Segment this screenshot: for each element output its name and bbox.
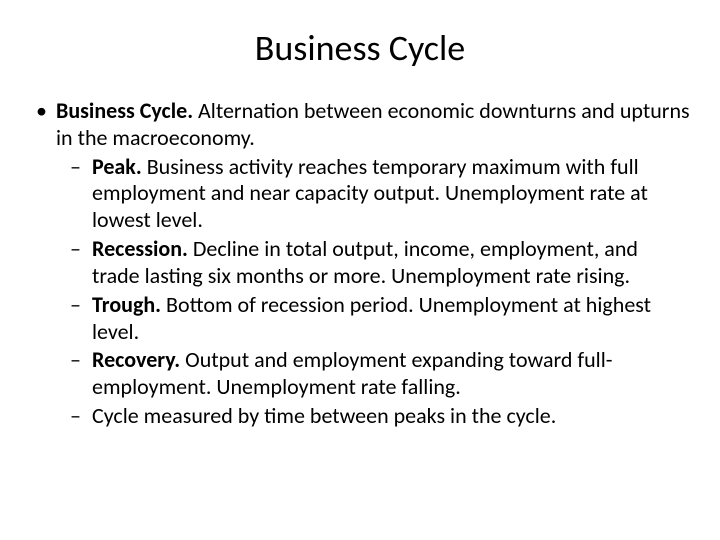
sub-bullet-item: Recession. Decline in total output, inco… (92, 236, 690, 290)
bullet-item: Business Cycle. Alternation between econ… (56, 98, 690, 430)
sub-bullet-text: Cycle measured by time between peaks in … (92, 402, 556, 429)
sub-bullet-text: Business activity reaches temporary maxi… (92, 153, 648, 234)
sub-bullet-term: Recession. (92, 235, 188, 262)
sub-bullet-item: Recovery. Output and employment expandin… (92, 347, 690, 401)
bullet-list-level1: Business Cycle. Alternation between econ… (30, 98, 690, 430)
slide: Business Cycle Business Cycle. Alternati… (0, 0, 720, 540)
sub-bullet-item: Trough. Bottom of recession period. Unem… (92, 292, 690, 346)
sub-bullet-text: Bottom of recession period. Unemployment… (92, 291, 651, 345)
sub-bullet-item: Peak. Business activity reaches temporar… (92, 154, 690, 234)
bullet-term: Business Cycle. (56, 97, 193, 124)
bullet-list-level2: Peak. Business activity reaches temporar… (56, 154, 690, 430)
sub-bullet-term: Peak. (92, 153, 142, 180)
sub-bullet-item: Cycle measured by time between peaks in … (92, 403, 690, 430)
sub-bullet-term: Recovery. (92, 346, 180, 373)
slide-title: Business Cycle (30, 26, 690, 70)
sub-bullet-term: Trough. (92, 291, 161, 318)
